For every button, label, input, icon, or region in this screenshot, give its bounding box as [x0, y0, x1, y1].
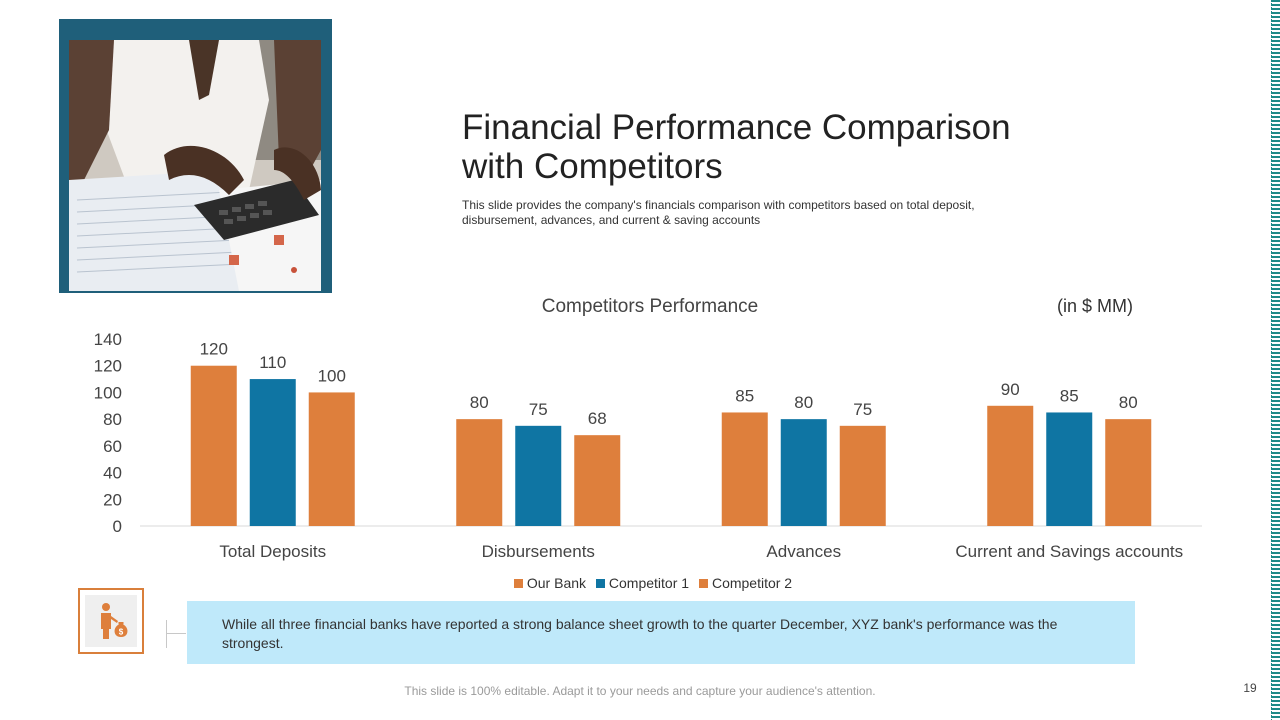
legend-swatch-our-bank	[513, 579, 523, 588]
data-label-current-and-savings-accounts-competitor-2: 80	[1119, 393, 1138, 412]
y-tick-label-100: 100	[94, 383, 122, 402]
bar-chart: 0 20 40 60 80 100 120 140 120 110 100 Total Deposit…	[94, 330, 1202, 561]
banker-money-bag-icon: $	[85, 595, 137, 647]
y-tick-label-20: 20	[103, 490, 122, 509]
banker-icon-box: $	[78, 588, 144, 654]
bar-disbursements-competitor-1	[515, 425, 562, 526]
chart-legend: Our Bank Competitor 1 Competitor 2	[0, 575, 1280, 591]
page-number: 19	[1243, 681, 1257, 695]
y-tick-label-80: 80	[103, 410, 122, 429]
data-label-current-and-savings-accounts-our-bank: 90	[1001, 380, 1020, 399]
x-tick-label-total-deposits: Total Deposits	[219, 542, 326, 561]
bar-current-and-savings-accounts-competitor-2	[1105, 419, 1152, 526]
bar-disbursements-our-bank	[456, 419, 503, 526]
x-tick-label-advances: Advances	[766, 542, 841, 561]
y-tick-label-60: 60	[103, 437, 122, 456]
y-tick-label-140: 140	[94, 330, 122, 349]
insight-callout: While all three financial banks have rep…	[187, 601, 1135, 664]
decorative-right-border	[1271, 0, 1280, 720]
y-tick-label-40: 40	[103, 464, 122, 483]
data-label-advances-competitor-1: 80	[794, 393, 813, 412]
x-tick-label-current-and-savings-accounts: Current and Savings accounts	[955, 542, 1183, 561]
data-label-current-and-savings-accounts-competitor-1: 85	[1060, 386, 1079, 405]
y-tick-label-120: 120	[94, 357, 122, 376]
data-label-advances-our-bank: 85	[735, 386, 754, 405]
data-label-total-deposits-competitor-1: 110	[259, 353, 286, 372]
data-label-advances-competitor-2: 75	[853, 400, 872, 419]
hands-calculator-photo	[69, 40, 321, 291]
bar-disbursements-competitor-2	[574, 435, 621, 526]
photo-frame	[59, 19, 332, 293]
callout-connector-vertical	[166, 620, 167, 648]
x-tick-label-disbursements: Disbursements	[482, 542, 595, 561]
legend-item-competitor-1: Competitor 1	[595, 575, 690, 591]
bar-current-and-savings-accounts-competitor-1	[1046, 412, 1093, 526]
data-label-disbursements-competitor-1: 75	[529, 400, 548, 419]
unit-label: (in $ MM)	[1057, 296, 1133, 316]
bar-advances-our-bank	[721, 412, 768, 526]
slide-subtitle: This slide provides the company's financ…	[462, 198, 975, 227]
bar-total-deposits-competitor-2	[308, 392, 355, 526]
data-label-disbursements-our-bank: 80	[470, 393, 489, 412]
slide-title-line-2: with Competitors	[462, 147, 723, 186]
slide-title-line-1: Financial Performance Comparison	[462, 108, 1011, 147]
slide-title: Financial Performance Comparison with Co…	[462, 108, 1102, 186]
legend-label-competitor-2: Competitor 2	[711, 575, 793, 591]
y-tick-label-0: 0	[113, 517, 122, 536]
legend-label-our-bank: Our Bank	[526, 575, 587, 591]
svg-text:$: $	[119, 628, 124, 637]
legend-item-competitor-2: Competitor 2	[698, 575, 793, 591]
footer-note: This slide is 100% editable. Adapt it to…	[404, 684, 876, 698]
chart-title: Competitors Performance	[541, 296, 759, 317]
callout-connector-horizontal	[166, 633, 186, 634]
legend-item-our-bank: Our Bank	[513, 575, 587, 591]
data-label-disbursements-competitor-2: 68	[588, 409, 607, 428]
bar-total-deposits-our-bank	[190, 365, 237, 526]
legend-label-competitor-1: Competitor 1	[608, 575, 690, 591]
bar-advances-competitor-1	[780, 419, 827, 526]
bar-total-deposits-competitor-1	[249, 379, 296, 526]
bar-advances-competitor-2	[839, 425, 886, 526]
data-label-total-deposits-our-bank: 120	[200, 340, 228, 359]
bar-current-and-savings-accounts-our-bank	[987, 405, 1034, 526]
legend-swatch-competitor-1	[595, 579, 605, 588]
legend-swatch-competitor-2	[698, 579, 708, 588]
data-label-total-deposits-competitor-2: 100	[318, 366, 346, 385]
